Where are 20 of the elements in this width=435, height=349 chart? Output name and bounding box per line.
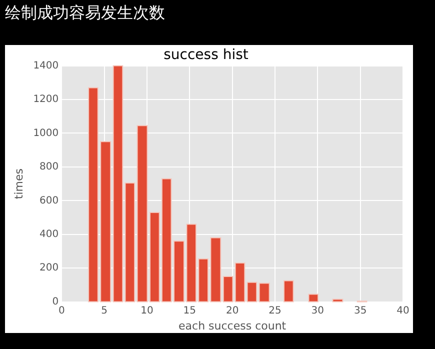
x-tick-label: 20 xyxy=(226,305,239,316)
x-axis-title: each success count xyxy=(178,319,287,332)
y-tick-label: 0 xyxy=(52,296,59,308)
x-tick-label: 40 xyxy=(396,305,410,316)
y-tick-label: 200 xyxy=(40,262,59,274)
y-tick-label: 800 xyxy=(40,162,59,173)
y-axis-title: times xyxy=(12,168,26,200)
x-tick-label: 35 xyxy=(354,305,367,316)
x-tick-label: 30 xyxy=(311,305,324,316)
y-tick-label: 400 xyxy=(40,228,59,240)
y-tick-label: 1000 xyxy=(33,128,59,139)
y-tick-label: 1200 xyxy=(33,94,59,106)
y-tick-label: 1400 xyxy=(33,60,59,72)
x-tick-label: 25 xyxy=(268,305,282,316)
x-tick-label: 15 xyxy=(183,305,196,316)
chart-title: success hist xyxy=(164,47,249,64)
x-tick-label: 5 xyxy=(101,305,108,316)
x-tick-label: 10 xyxy=(140,305,154,316)
y-tick-label: 600 xyxy=(40,195,59,206)
text: 绘制成功容易发生次数 xyxy=(5,3,165,24)
